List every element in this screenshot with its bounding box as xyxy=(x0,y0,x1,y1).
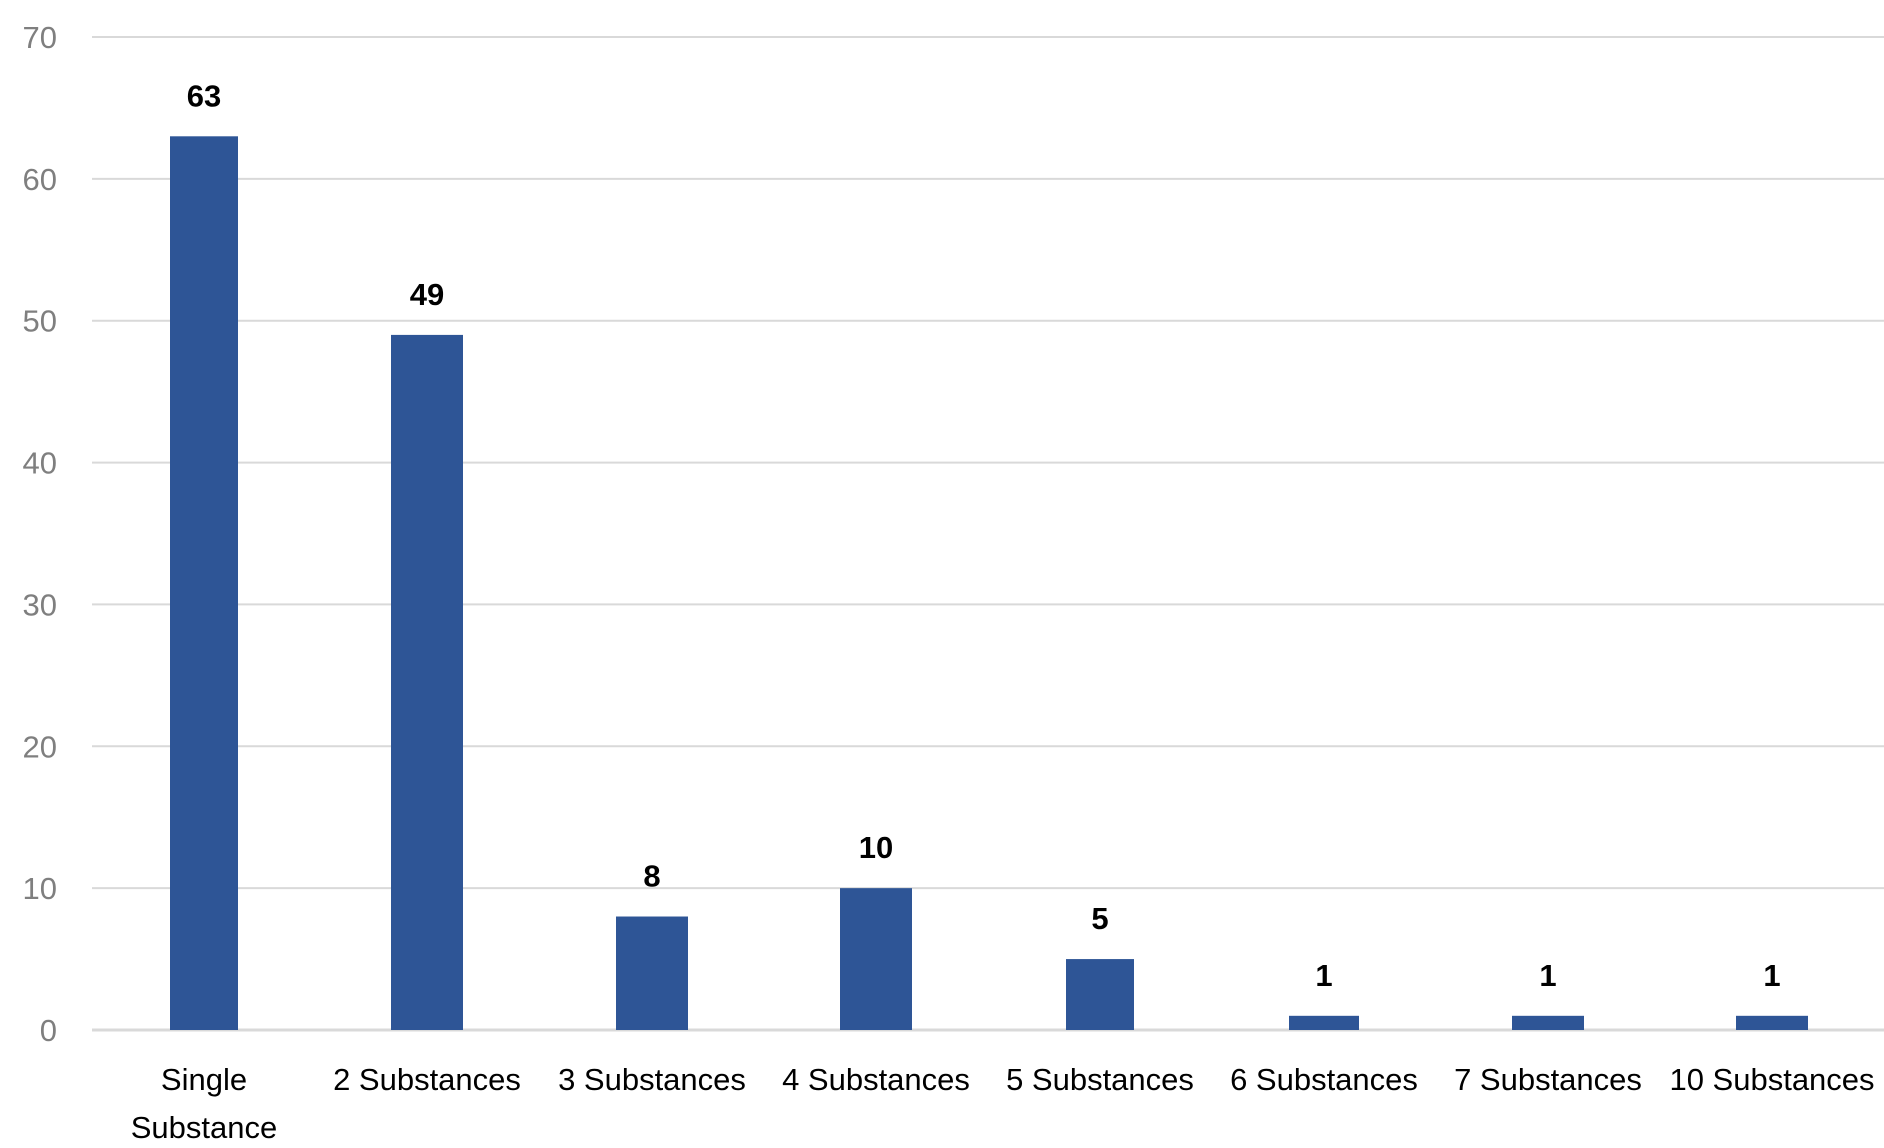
data-label: 49 xyxy=(410,277,444,312)
x-tick-label: 7 Substances xyxy=(1454,1062,1642,1097)
data-label: 10 xyxy=(859,830,893,865)
y-tick-label: 0 xyxy=(40,1013,57,1048)
y-tick-label: 50 xyxy=(23,304,57,339)
y-axis-ticks: 0 10 20 30 40 50 60 70 xyxy=(23,20,57,1048)
y-tick-label: 10 xyxy=(23,871,57,906)
x-tick-label: 6 Substances xyxy=(1230,1062,1418,1097)
data-label: 1 xyxy=(1539,958,1556,993)
bars xyxy=(170,136,1808,1031)
x-tick-label: 10 Substances xyxy=(1669,1062,1874,1097)
x-tick-label: 5 Substances xyxy=(1006,1062,1194,1097)
x-tick-label: 3 Substances xyxy=(558,1062,746,1097)
data-labels: 63 49 8 10 5 1 1 1 xyxy=(187,78,1781,993)
bar xyxy=(840,888,912,1030)
data-label: 8 xyxy=(643,859,660,894)
data-label: 1 xyxy=(1763,958,1780,993)
bar xyxy=(170,136,238,1031)
bar xyxy=(616,916,688,1030)
y-tick-label: 60 xyxy=(23,162,57,197)
x-tick-label: 2 Substances xyxy=(333,1062,521,1097)
bar xyxy=(1289,1015,1359,1030)
y-tick-label: 40 xyxy=(23,446,57,481)
bar xyxy=(1736,1015,1808,1030)
y-tick-label: 20 xyxy=(23,729,57,764)
data-label: 63 xyxy=(187,78,221,113)
bar xyxy=(1066,959,1134,1030)
data-label: 1 xyxy=(1315,958,1332,993)
bar xyxy=(1512,1015,1584,1030)
data-label: 5 xyxy=(1091,901,1108,936)
y-tick-label: 30 xyxy=(23,587,57,622)
x-tick-label: 4 Substances xyxy=(782,1062,970,1097)
bar xyxy=(391,334,463,1030)
x-axis-ticks: Single Substance 2 Substances 3 Substances 4… xyxy=(131,1062,1875,1145)
gridlines xyxy=(92,36,1884,1032)
x-tick-label: Single Substance xyxy=(131,1062,278,1145)
y-tick-label: 70 xyxy=(23,20,57,55)
